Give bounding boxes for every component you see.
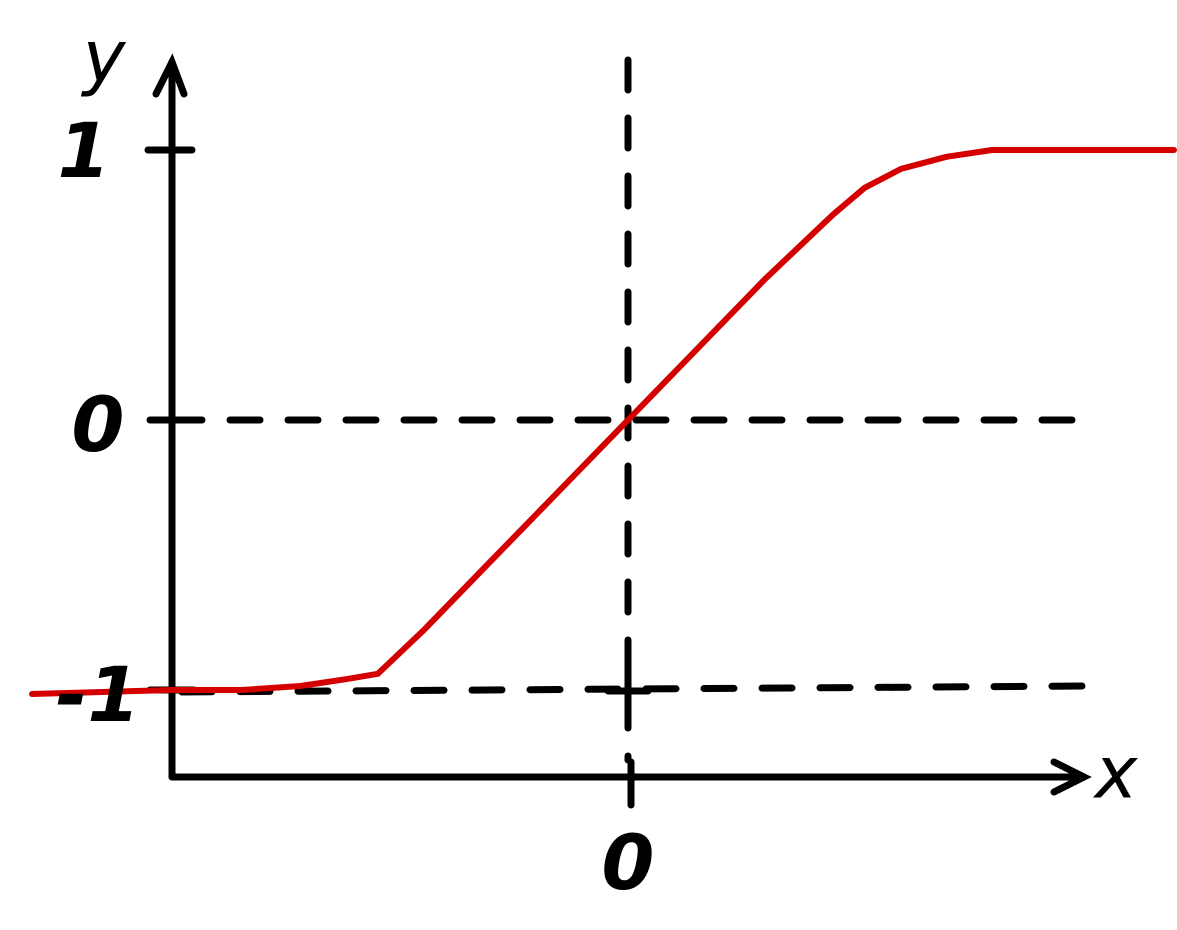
y-tick-label-minus-1: -1 — [56, 650, 140, 739]
y-tick-label-0: 0 — [72, 380, 125, 469]
x-axis-arrow-icon — [1050, 758, 1092, 796]
y-axis-arrow-icon — [152, 53, 188, 98]
x-axis-label: x — [1093, 731, 1139, 815]
y-tick-label-1: 1 — [58, 106, 111, 195]
guide-line-y-minus-one — [178, 682, 1092, 696]
y-axis-label: y — [81, 15, 127, 99]
series-line — [29, 147, 1177, 697]
x-tick-label-0: 0 — [602, 818, 655, 907]
